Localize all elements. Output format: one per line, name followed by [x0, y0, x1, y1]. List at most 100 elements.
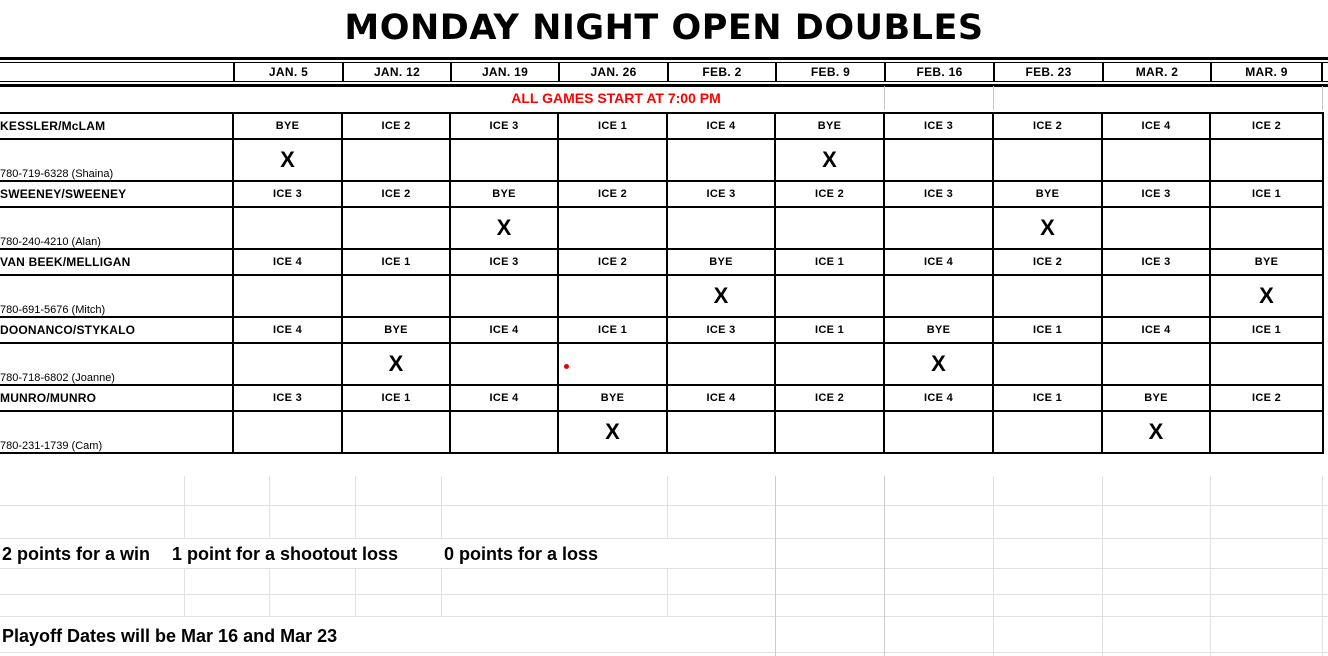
schedule-cell: ICE 3: [449, 112, 559, 140]
bye-mark-cell: [992, 410, 1103, 454]
schedule-cell: ICE 4: [232, 248, 343, 276]
bye-mark-cell: [992, 342, 1103, 386]
schedule-cell: ICE 1: [1209, 316, 1324, 344]
schedule-cell: ICE 3: [232, 180, 343, 208]
gridline: [1322, 86, 1323, 110]
schedule-cell: ICE 3: [883, 180, 994, 208]
bye-mark-cell: [774, 206, 885, 250]
schedule-cell: BYE: [557, 384, 668, 412]
gridline: [0, 505, 1328, 506]
date-header: FEB. 9: [775, 63, 884, 81]
gridline: [1102, 476, 1103, 656]
bye-mark-cell: [341, 410, 451, 454]
team-mark-row: 780-691-5676 (Mitch) X X: [0, 274, 1324, 318]
gridline: [269, 568, 270, 616]
bye-mark-cell: [1101, 274, 1211, 318]
bye-mark-cell: X: [774, 138, 885, 182]
gridline: [441, 568, 442, 616]
schedule-cell: ICE 2: [1209, 112, 1324, 140]
team-name: SWEENEY/SWEENEY: [0, 180, 234, 208]
bye-mark-cell: [232, 342, 343, 386]
notice-row: ALL GAMES START AT 7:00 PM: [0, 86, 1328, 110]
schedule-cell: BYE: [449, 180, 559, 208]
bye-mark-cell: [992, 138, 1103, 182]
bye-mark-cell: [1101, 138, 1211, 182]
schedule-cell: BYE: [883, 316, 994, 344]
schedule-cell: ICE 3: [1101, 180, 1211, 208]
gridline: [993, 476, 994, 656]
schedule-cell: ICE 4: [666, 112, 776, 140]
bye-mark-cell: [883, 410, 994, 454]
schedule-cell: BYE: [1209, 248, 1324, 276]
schedule-cell: ICE 2: [774, 180, 885, 208]
bye-mark-cell: [341, 138, 451, 182]
schedule-cell: BYE: [341, 316, 451, 344]
bye-mark-cell: [232, 274, 343, 318]
divider-line: [0, 81, 1328, 83]
schedule-cell: ICE 1: [341, 248, 451, 276]
schedule-cell: ICE 4: [1101, 112, 1211, 140]
bye-mark-cell: [557, 342, 668, 386]
schedule-cell: ICE 1: [557, 316, 668, 344]
gridline: [0, 568, 1328, 569]
gridline: [355, 476, 356, 538]
schedule-cell: ICE 2: [557, 248, 668, 276]
bye-mark-cell: [232, 206, 343, 250]
gridline: [775, 476, 776, 656]
schedule-cell: ICE 2: [341, 112, 451, 140]
team-mark-row: 780-231-1739 (Cam) X X: [0, 410, 1324, 454]
bye-mark-cell: [1209, 410, 1324, 454]
scoring-loss: 0 points for a loss: [444, 544, 599, 564]
bye-mark-cell: [992, 274, 1103, 318]
team-name: VAN BEEK/MELLIGAN: [0, 248, 234, 276]
date-header: JAN. 26: [558, 63, 667, 81]
schedule-cell: BYE: [232, 112, 343, 140]
schedule-cell: ICE 2: [774, 384, 885, 412]
gridline: [667, 476, 668, 538]
bye-mark-cell: [341, 274, 451, 318]
date-header: MAR. 9: [1210, 63, 1323, 81]
bye-mark-cell: X: [883, 342, 994, 386]
schedule-cell: ICE 2: [1209, 384, 1324, 412]
bye-mark-cell: [1101, 206, 1211, 250]
gridline: [441, 476, 442, 538]
divider-line: [0, 84, 1328, 87]
date-header: FEB. 2: [667, 63, 775, 81]
gridline: [1322, 476, 1323, 656]
bye-mark-cell: X: [992, 206, 1103, 250]
stray-red-dot: [564, 364, 569, 369]
bye-mark-cell: [449, 342, 559, 386]
team-ice-row: SWEENEY/SWEENEY ICE 3 ICE 2 BYE ICE 2 IC…: [0, 180, 1324, 208]
schedule-cell: ICE 1: [557, 112, 668, 140]
schedule-cell: ICE 4: [232, 316, 343, 344]
bye-mark-cell: [883, 274, 994, 318]
gridline: [0, 594, 1328, 595]
schedule-cell: ICE 1: [774, 248, 885, 276]
gridline: [0, 538, 1328, 539]
bye-mark-cell: [666, 342, 776, 386]
schedule-cell: ICE 3: [449, 248, 559, 276]
schedule-cell: ICE 1: [341, 384, 451, 412]
schedule-cell: ICE 3: [883, 112, 994, 140]
date-header: JAN. 12: [342, 63, 450, 81]
schedule-cell: ICE 2: [992, 248, 1103, 276]
page-title: MONDAY NIGHT OPEN DOUBLES: [344, 8, 984, 48]
date-header: FEB. 23: [993, 63, 1102, 81]
bye-mark-cell: [774, 342, 885, 386]
gridline: [269, 476, 270, 538]
bye-mark-cell: [557, 206, 668, 250]
bye-mark-cell: [1209, 206, 1324, 250]
team-name: KESSLER/McLAM: [0, 112, 234, 140]
scoring-note: 2 points for a win 1 point for a shootou…: [2, 540, 598, 568]
bye-mark-cell: [883, 206, 994, 250]
start-time-notice: ALL GAMES START AT 7:00 PM: [511, 90, 721, 106]
bye-mark-cell: [774, 410, 885, 454]
team-mark-row: 780-719-6328 (Shaina) X X: [0, 138, 1324, 182]
bye-mark-cell: X: [666, 274, 776, 318]
bye-mark-cell: X: [449, 206, 559, 250]
team-mark-row: 780-240-4210 (Alan) X X: [0, 206, 1324, 250]
team-phone: 780-691-5676 (Mitch): [0, 275, 234, 318]
schedule-cell: BYE: [666, 248, 776, 276]
bye-mark-cell: [449, 274, 559, 318]
schedule-cell: ICE 4: [666, 384, 776, 412]
